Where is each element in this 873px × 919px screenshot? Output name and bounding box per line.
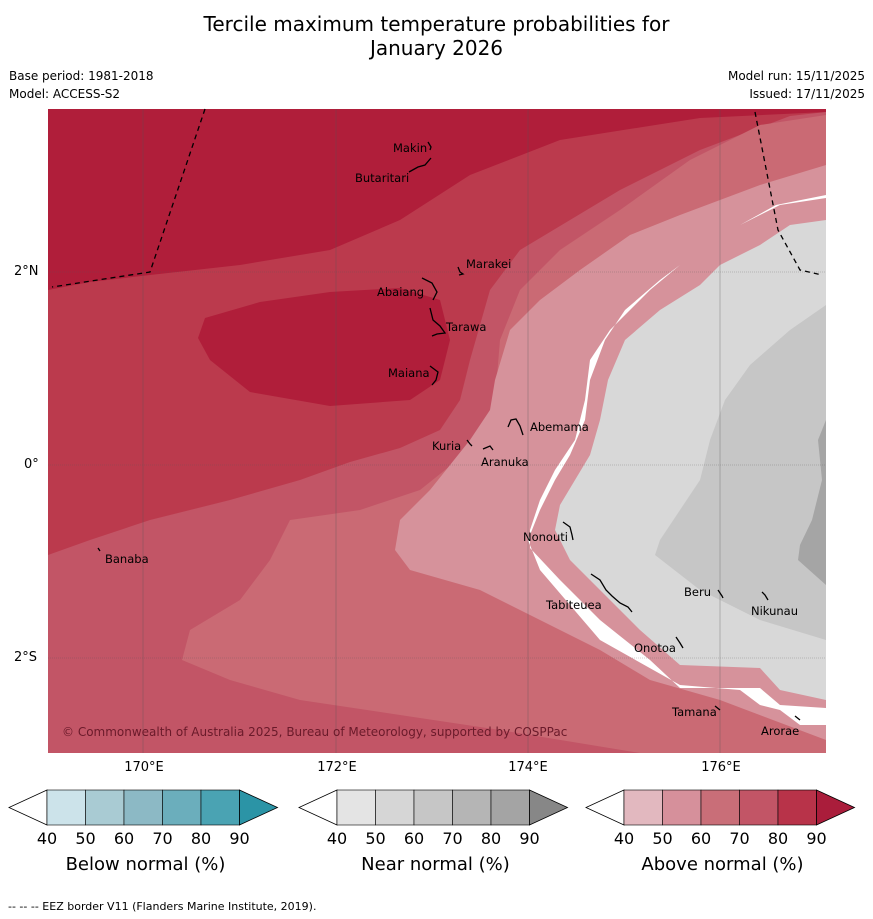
island-label-marakei: Marakei bbox=[466, 257, 512, 271]
near-60-region bbox=[798, 420, 826, 585]
island-label-nikunau: Nikunau bbox=[751, 604, 799, 618]
colorbar-over-triangle bbox=[529, 789, 569, 826]
colorbar-tick-50: 50 bbox=[652, 829, 673, 848]
colorbar-swatch-40 bbox=[336, 789, 376, 826]
colorbar-tick-40: 40 bbox=[613, 829, 635, 848]
model-name: Model: ACCESS-S2 bbox=[9, 87, 121, 101]
island-label-butaritari: Butaritari bbox=[355, 171, 410, 185]
colorbar-tick-70: 70 bbox=[729, 829, 750, 848]
colorbar-swatch-60 bbox=[413, 789, 453, 826]
lat-label-0: 0° bbox=[24, 457, 39, 472]
colorbar-tick-90: 90 bbox=[229, 829, 250, 848]
island-label-tamana: Tamana bbox=[672, 705, 717, 719]
footer-note: -- -- -- EEZ border V11 (Flanders Marine… bbox=[8, 900, 317, 913]
colorbar-above-title: Above normal (%) bbox=[641, 854, 804, 875]
base-period: Base period: 1981-2018 bbox=[9, 69, 154, 83]
meta-left: Base period: 1981-2018 Model: ACCESS-S2 bbox=[9, 67, 154, 103]
colorbar-tick-50: 50 bbox=[75, 829, 96, 848]
probability-fill bbox=[48, 109, 826, 753]
colorbar-above bbox=[585, 789, 856, 826]
island-label-tabiteuea: Tabiteuea bbox=[546, 598, 602, 612]
colorbar-tick-70: 70 bbox=[442, 829, 463, 848]
colorbar-swatch-50 bbox=[85, 789, 125, 826]
island-label-onotoa: Onotoa bbox=[634, 641, 676, 655]
above-90-region bbox=[48, 109, 826, 290]
island-label-banaba: Banaba bbox=[105, 552, 149, 566]
near-50-region bbox=[655, 305, 826, 640]
title-line-2: January 2026 bbox=[369, 36, 504, 60]
colorbar-tick-80: 80 bbox=[767, 829, 789, 848]
colorbar-tick-90: 90 bbox=[519, 829, 540, 848]
island-label-makin: Makin bbox=[393, 141, 428, 155]
colorbar-tick-90: 90 bbox=[806, 829, 827, 848]
island-label-beru: Beru bbox=[684, 585, 711, 599]
colorbar-under-triangle bbox=[585, 789, 625, 826]
lon-label-172: 172°E bbox=[317, 760, 357, 775]
colorbar-swatch-40 bbox=[623, 789, 663, 826]
island-label-abaiang: Abaiang bbox=[377, 285, 425, 299]
lon-label-170: 170°E bbox=[124, 760, 164, 775]
colorbar-tick-40: 40 bbox=[36, 829, 58, 848]
model-run: Model run: 15/11/2025 bbox=[727, 69, 865, 83]
colorbar-swatch-60 bbox=[700, 789, 740, 826]
colorbar-near bbox=[298, 789, 569, 826]
colorbar-over-triangle bbox=[816, 789, 856, 826]
title-line-1: Tercile maximum temperature probabilitie… bbox=[203, 12, 670, 36]
issued-date: Issued: 17/11/2025 bbox=[749, 87, 865, 101]
above-90-blob bbox=[198, 288, 450, 406]
colorbar-swatch-50 bbox=[375, 789, 415, 826]
colorbar-swatch-70 bbox=[452, 789, 492, 826]
colorbar-below bbox=[8, 789, 279, 826]
colorbar-swatch-70 bbox=[739, 789, 779, 826]
lat-label-2s: 2°S bbox=[14, 650, 38, 665]
colorbar-tick-60: 60 bbox=[113, 829, 135, 848]
colorbar-over-triangle bbox=[239, 789, 279, 826]
colorbar-under-triangle bbox=[298, 789, 338, 826]
colorbar-swatch-80 bbox=[777, 789, 817, 826]
meta-right: Model run: 15/11/2025 Issued: 17/11/2025 bbox=[728, 67, 865, 103]
lon-label-174: 174°E bbox=[508, 760, 548, 775]
copyright: © Commonwealth of Australia 2025, Bureau… bbox=[62, 725, 568, 739]
island-shapes bbox=[97, 141, 801, 721]
colorbar-near-title: Near normal (%) bbox=[361, 854, 510, 875]
chart-title: Tercile maximum temperature probabilitie… bbox=[0, 12, 873, 60]
colorbar-tick-80: 80 bbox=[480, 829, 502, 848]
colorbar-swatch-70 bbox=[162, 789, 202, 826]
island-label-maiana: Maiana bbox=[388, 366, 430, 380]
eez-border bbox=[51, 108, 823, 288]
colorbar-tick-50: 50 bbox=[365, 829, 386, 848]
island-label-arorae: Arorae bbox=[761, 724, 800, 738]
island-label-aranuka: Aranuka bbox=[481, 455, 529, 469]
colorbar-swatch-40 bbox=[46, 789, 86, 826]
colorbar-tick-70: 70 bbox=[152, 829, 173, 848]
colorbar-swatch-80 bbox=[490, 789, 530, 826]
colorbar-tick-60: 60 bbox=[403, 829, 425, 848]
colorbar-under-triangle bbox=[8, 789, 48, 826]
colorbar-below-title: Below normal (%) bbox=[65, 854, 226, 875]
colorbar-swatch-80 bbox=[200, 789, 240, 826]
colorbar-swatch-60 bbox=[123, 789, 163, 826]
lon-label-176: 176°E bbox=[701, 760, 741, 775]
island-label-tarawa: Tarawa bbox=[446, 320, 487, 334]
island-label-nonouti: Nonouti bbox=[523, 530, 568, 544]
colorbar-tick-60: 60 bbox=[690, 829, 712, 848]
graticule bbox=[48, 109, 826, 753]
colorbar-swatch-50 bbox=[662, 789, 702, 826]
island-label-abemama: Abemama bbox=[530, 420, 589, 434]
lat-label-2n: 2°N bbox=[14, 264, 39, 279]
island-label-kuria: Kuria bbox=[432, 439, 462, 453]
colorbar-tick-40: 40 bbox=[326, 829, 348, 848]
colorbar-tick-80: 80 bbox=[190, 829, 212, 848]
